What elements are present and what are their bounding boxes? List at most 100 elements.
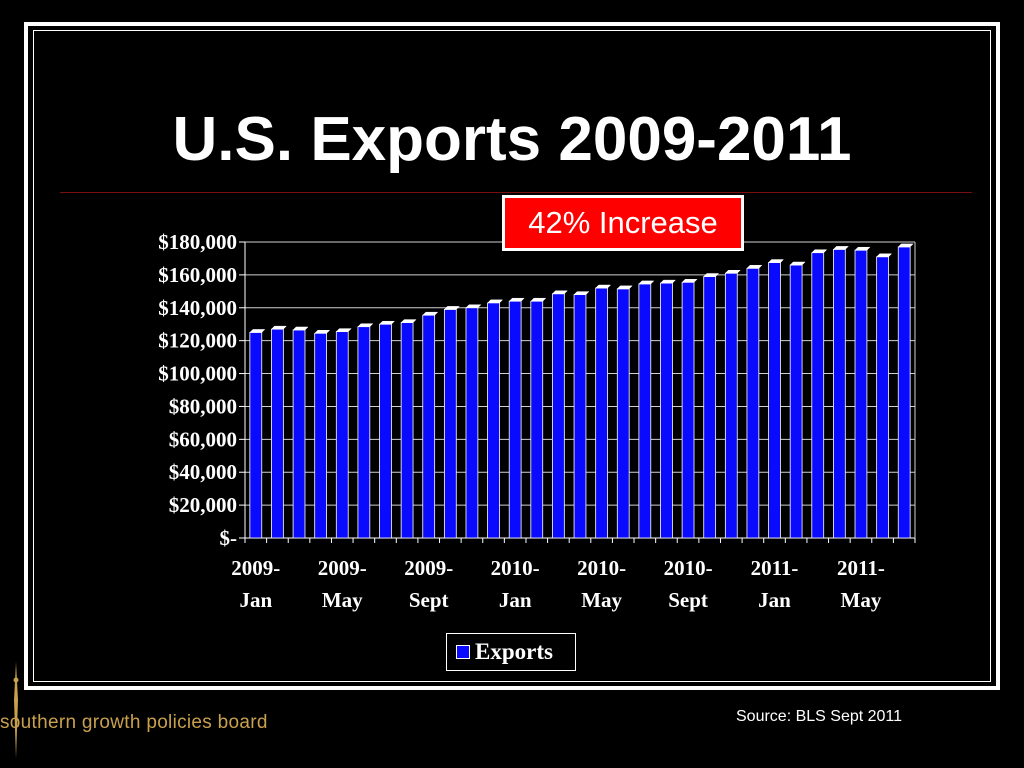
y-tick-label: $160,000 xyxy=(158,263,237,287)
x-tick-label: Jan xyxy=(239,588,272,612)
bar-top xyxy=(422,311,439,316)
x-tick-label: Jan xyxy=(758,588,791,612)
bar xyxy=(595,287,608,539)
bar-top xyxy=(703,273,720,277)
bar xyxy=(335,331,349,539)
bar xyxy=(660,282,673,539)
bar-top xyxy=(789,261,806,266)
y-tick-label: $20,000 xyxy=(169,493,237,517)
x-tick-label: Sept xyxy=(409,588,449,612)
bar xyxy=(768,262,781,539)
bar-top xyxy=(897,243,914,248)
bar-top xyxy=(400,319,417,323)
x-tick-label: 2010- xyxy=(577,556,626,580)
y-tick-label: $40,000 xyxy=(169,460,237,484)
bar xyxy=(616,288,630,539)
x-tick-label: May xyxy=(322,588,363,612)
bar xyxy=(443,309,457,539)
bar-top xyxy=(378,320,396,325)
bar-top xyxy=(573,291,590,295)
bar-top xyxy=(681,279,698,283)
bar-top xyxy=(854,246,871,251)
bar-top xyxy=(249,329,266,333)
bar-top xyxy=(443,306,460,310)
bar-top xyxy=(270,325,287,330)
bar-top xyxy=(508,297,525,302)
x-tick-label: Sept xyxy=(668,588,708,612)
bar xyxy=(703,276,717,539)
title-divider xyxy=(60,192,972,193)
legend-swatch-exports xyxy=(456,645,470,659)
x-tick-label: 2010- xyxy=(491,556,540,580)
bar xyxy=(724,272,738,539)
bar xyxy=(573,294,587,539)
bar-top xyxy=(659,279,676,284)
x-tick-label: 2011- xyxy=(751,556,799,580)
bar-top xyxy=(335,328,352,332)
bar xyxy=(314,332,327,539)
bar xyxy=(249,332,263,539)
bar-top xyxy=(724,269,741,274)
bar xyxy=(271,328,284,539)
bar xyxy=(422,314,436,539)
bar-top xyxy=(357,323,374,327)
bar xyxy=(746,267,760,539)
bar-top xyxy=(616,285,633,290)
bar xyxy=(379,323,392,539)
bar xyxy=(833,248,846,539)
x-tick-label: 2009- xyxy=(231,556,280,580)
bar-top xyxy=(551,290,568,295)
increase-callout: 42% Increase xyxy=(502,195,744,251)
bar-top xyxy=(292,326,309,331)
bar-top xyxy=(811,249,828,253)
bar xyxy=(638,283,652,539)
bar-top xyxy=(465,304,482,309)
x-tick-label: 2009- xyxy=(404,556,453,580)
bar xyxy=(292,329,306,539)
bar-top xyxy=(746,265,763,269)
org-name: southern growth policies board xyxy=(0,712,268,733)
org-logo-icon xyxy=(13,662,19,758)
y-tick-label: $60,000 xyxy=(169,427,237,451)
bar-top xyxy=(487,299,504,304)
x-tick-label: 2010- xyxy=(664,556,713,580)
bar xyxy=(897,246,911,539)
y-tick-label: $120,000 xyxy=(158,329,237,353)
bar xyxy=(811,252,825,539)
slide-outer-border xyxy=(24,22,1000,690)
bar xyxy=(487,302,500,539)
bar xyxy=(789,264,803,539)
bar xyxy=(854,249,868,539)
legend-label-exports: Exports xyxy=(475,639,553,664)
x-tick-label: 2009- xyxy=(318,556,367,580)
slide-inner-border xyxy=(33,30,991,682)
y-tick-label: $140,000 xyxy=(158,296,237,320)
x-tick-label: May xyxy=(841,588,882,612)
bar xyxy=(552,293,565,539)
bar xyxy=(681,281,695,539)
bar xyxy=(876,256,889,539)
bar xyxy=(508,300,522,539)
x-tick-label: 2011- xyxy=(837,556,885,580)
bar xyxy=(357,326,371,539)
bar-top xyxy=(314,330,331,334)
bar-top xyxy=(876,253,893,258)
bar xyxy=(465,307,479,539)
slide-title: U.S. Exports 2009-2011 xyxy=(172,105,852,174)
x-tick-label: Jan xyxy=(499,588,532,612)
y-tick-label: $100,000 xyxy=(158,362,237,386)
y-tick-label: $80,000 xyxy=(169,394,237,418)
bar xyxy=(400,322,414,539)
x-tick-label: May xyxy=(581,588,622,612)
bar-top xyxy=(595,284,612,289)
bar-top xyxy=(767,259,785,263)
source-note: Source: BLS Sept 2011 xyxy=(736,708,903,725)
bar-top xyxy=(638,280,655,285)
y-tick-label: $- xyxy=(220,526,238,550)
chart-legend: Exports xyxy=(446,633,576,671)
y-tick-label: $180,000 xyxy=(158,230,237,254)
bar-top xyxy=(530,297,547,302)
bar xyxy=(530,300,544,539)
bar-top xyxy=(832,246,849,250)
